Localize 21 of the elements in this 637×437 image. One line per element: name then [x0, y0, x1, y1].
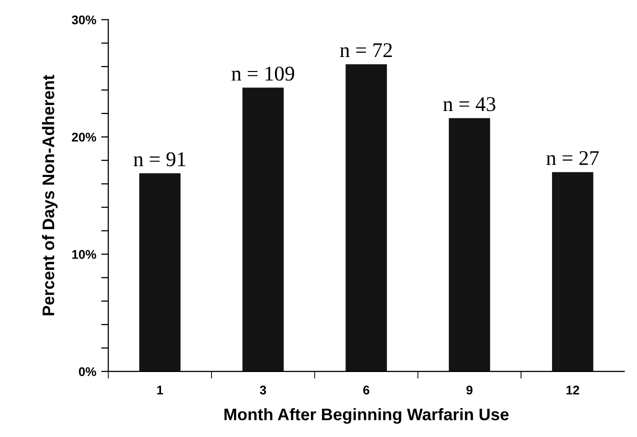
annotation: n = 43 — [443, 97, 496, 112]
bar — [552, 172, 594, 372]
annotation: n = 72 — [340, 43, 392, 58]
y-tick-label: 30% — [72, 15, 96, 24]
y-tick-label: 20% — [72, 132, 96, 142]
annotation: n = 91 — [134, 152, 186, 166]
y-axis-title: Percent of Days Non-Adherent — [42, 74, 58, 316]
bar — [346, 64, 387, 372]
y-tick-label: 0% — [78, 367, 96, 376]
bar — [448, 118, 490, 372]
x-tick-label: 12 — [566, 386, 580, 394]
annotation: n = 27 — [546, 151, 599, 165]
y-tick-label: 10% — [72, 250, 96, 259]
annotation: n = 109 — [232, 66, 294, 81]
bar — [139, 173, 181, 372]
x-tick-label: 9 — [466, 386, 472, 395]
x-axis-title: Month After Beginning Warfarin Use — [224, 408, 509, 424]
bar — [242, 88, 284, 372]
x-tick-label: 1 — [157, 386, 164, 394]
x-tick-label: 6 — [363, 386, 370, 395]
x-tick-label: 3 — [260, 386, 266, 395]
